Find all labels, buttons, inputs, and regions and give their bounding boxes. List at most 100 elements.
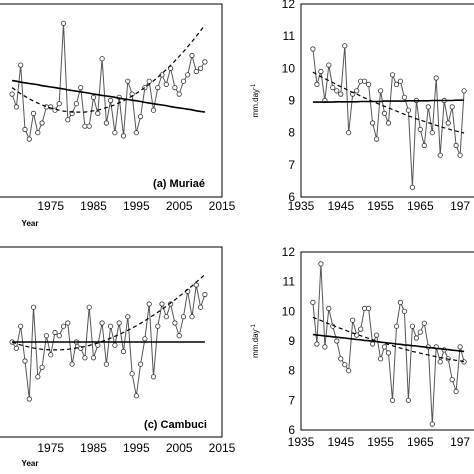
x-tick-label: 2015 bbox=[209, 199, 236, 213]
data-point bbox=[103, 120, 110, 126]
data-point bbox=[86, 123, 92, 129]
data-point bbox=[417, 126, 423, 133]
data-point bbox=[449, 104, 455, 110]
data-point bbox=[155, 323, 161, 329]
data-point bbox=[346, 130, 352, 136]
panel-label: (a) Muriaé bbox=[153, 178, 205, 190]
data-point bbox=[334, 338, 340, 344]
data-point bbox=[65, 117, 71, 123]
x-tick-label: 1975 bbox=[37, 199, 64, 213]
data-point bbox=[180, 78, 187, 84]
data-point bbox=[314, 341, 320, 347]
data-point bbox=[425, 104, 431, 110]
x-tick-label: 1985 bbox=[80, 199, 107, 213]
y-tick-label: 12 bbox=[282, 0, 296, 11]
data-point bbox=[18, 323, 24, 329]
data-point bbox=[52, 329, 58, 336]
data-point bbox=[393, 323, 400, 329]
data-point bbox=[90, 94, 97, 100]
data-point bbox=[146, 78, 152, 84]
data-point bbox=[405, 107, 411, 113]
data-point bbox=[99, 56, 105, 62]
plot-frame bbox=[0, 3, 223, 198]
data-point bbox=[138, 114, 144, 120]
data-point bbox=[172, 320, 178, 326]
polynomial-trend-line bbox=[312, 316, 465, 363]
data-point bbox=[159, 301, 165, 307]
y-tick-label: 11 bbox=[283, 29, 296, 43]
data-point bbox=[409, 184, 415, 190]
data-point bbox=[421, 142, 427, 149]
data-point bbox=[60, 20, 67, 26]
data-point bbox=[377, 356, 384, 362]
data-point bbox=[385, 350, 392, 356]
panel-d: 1935 1945 1955 1965 197 6 7 8 9 10 11 12 mm.day-1 bbox=[251, 245, 474, 449]
data-point bbox=[155, 85, 161, 91]
data-point bbox=[133, 393, 139, 399]
plot-frame bbox=[300, 251, 474, 431]
data-point bbox=[401, 308, 407, 314]
data-point bbox=[108, 97, 114, 104]
x-tick-label: 1935 bbox=[288, 199, 315, 213]
data-point bbox=[112, 130, 118, 136]
data-point bbox=[189, 52, 195, 59]
data-point bbox=[338, 356, 344, 362]
y-tick-label: 8 bbox=[288, 126, 295, 140]
data-point bbox=[373, 332, 380, 338]
data-point bbox=[453, 388, 459, 394]
data-point bbox=[338, 91, 344, 97]
data-point bbox=[30, 304, 37, 310]
y-axis-title: mm.day-1 bbox=[251, 323, 260, 357]
data-point bbox=[108, 323, 114, 329]
data-point bbox=[120, 348, 127, 355]
data-point bbox=[389, 397, 396, 403]
data-point bbox=[354, 88, 360, 94]
data-point bbox=[405, 397, 411, 403]
data-point bbox=[457, 344, 463, 350]
polynomial-trend-line bbox=[11, 24, 206, 113]
y-axis-title-superscript: -1 bbox=[251, 323, 257, 329]
data-point bbox=[13, 345, 19, 351]
data-point bbox=[69, 361, 75, 367]
data-point bbox=[35, 130, 41, 136]
data-point bbox=[193, 68, 199, 75]
data-point bbox=[314, 81, 320, 88]
data-point bbox=[60, 323, 67, 329]
data-point bbox=[176, 333, 182, 339]
data-point bbox=[330, 85, 336, 91]
data-point bbox=[73, 101, 80, 107]
series-observed-line bbox=[11, 284, 206, 400]
data-point bbox=[318, 68, 324, 75]
data-point bbox=[163, 81, 169, 88]
polynomial-trend-line bbox=[11, 274, 206, 351]
panel-c: 1975 1985 1995 2005 2015 Year (c) Cambuci bbox=[0, 246, 236, 468]
data-point bbox=[198, 304, 204, 310]
data-point bbox=[150, 107, 157, 113]
x-tick-label: 2005 bbox=[166, 199, 193, 213]
y-tick-label: 6 bbox=[288, 423, 295, 437]
plot-frame bbox=[0, 246, 223, 438]
plot-area bbox=[9, 274, 208, 402]
data-point bbox=[369, 120, 376, 126]
x-tick-label: 1945 bbox=[327, 199, 354, 213]
data-point bbox=[180, 314, 187, 320]
data-point bbox=[358, 326, 364, 332]
data-point bbox=[120, 133, 127, 139]
data-point bbox=[342, 43, 348, 49]
x-tick-label: 1965 bbox=[407, 435, 434, 449]
data-point bbox=[326, 62, 332, 68]
data-point bbox=[125, 314, 131, 320]
data-point bbox=[39, 120, 45, 126]
data-point bbox=[43, 104, 50, 110]
data-point bbox=[385, 120, 392, 126]
data-point bbox=[461, 359, 467, 365]
data-point bbox=[365, 305, 372, 311]
data-point bbox=[99, 320, 105, 326]
data-point bbox=[437, 152, 443, 158]
data-point bbox=[202, 59, 208, 65]
data-point bbox=[346, 368, 352, 374]
data-point bbox=[326, 305, 332, 311]
plot-area bbox=[9, 20, 208, 142]
data-point bbox=[369, 341, 376, 347]
